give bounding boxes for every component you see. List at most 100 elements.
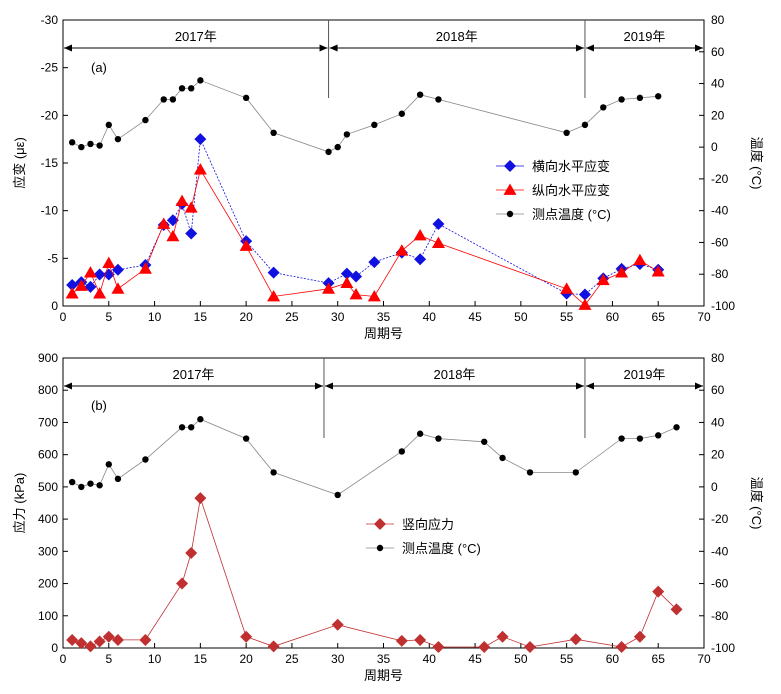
year-band-label: 2018年 bbox=[434, 367, 476, 382]
x-tick-label: 30 bbox=[331, 652, 345, 666]
y-left-tick-label: 900 bbox=[38, 351, 58, 365]
y-right-tick-label: -80 bbox=[711, 609, 729, 623]
year-band-label: 2019年 bbox=[624, 367, 666, 382]
x-tick-label: 10 bbox=[148, 652, 162, 666]
data-point-dot bbox=[398, 448, 406, 455]
year-band-arrow-right bbox=[314, 382, 323, 390]
data-point-dot bbox=[618, 96, 625, 103]
y-left-axis-label: 应力 (kPa) bbox=[12, 473, 27, 534]
year-band-arrow-right bbox=[575, 382, 584, 390]
y-right-tick-label: 60 bbox=[711, 45, 725, 59]
x-tick-label: 50 bbox=[514, 310, 528, 324]
y-right-tick-label: -20 bbox=[711, 512, 729, 526]
y-left-tick-label: 200 bbox=[38, 577, 58, 591]
data-point-diamond bbox=[432, 218, 445, 231]
data-point-triangle bbox=[83, 266, 97, 278]
data-point-diamond bbox=[166, 214, 179, 227]
x-tick-label: 45 bbox=[468, 310, 482, 324]
data-point-dot bbox=[581, 121, 589, 129]
series-1 bbox=[68, 416, 680, 499]
y-left-tick-label: 700 bbox=[38, 415, 58, 429]
data-point-diamond bbox=[111, 263, 124, 276]
data-point-dot bbox=[416, 91, 424, 98]
x-tick-label: 60 bbox=[606, 652, 620, 666]
data-point-triangle bbox=[111, 282, 125, 294]
x-tick-label: 15 bbox=[194, 652, 208, 666]
x-tick-label: 40 bbox=[423, 652, 437, 666]
data-point-dot bbox=[105, 461, 112, 468]
panel-b: 0 5 10 15 20 25 30 35 40 45 50 55 60 65 70010020030040… bbox=[12, 351, 764, 683]
data-point-dot bbox=[334, 491, 341, 499]
year-band-arrow-right bbox=[319, 44, 328, 52]
year-band-arrow-left bbox=[64, 44, 72, 52]
data-point-triangle bbox=[367, 289, 381, 302]
data-point-dot bbox=[96, 142, 103, 149]
x-tick-label: 5 bbox=[105, 310, 112, 324]
y-left-tick-label: -15 bbox=[41, 156, 59, 170]
data-point-diamond bbox=[75, 637, 88, 650]
data-point-triangle bbox=[615, 266, 629, 278]
x-tick-label: 0 bbox=[60, 652, 67, 666]
data-point-triangle bbox=[651, 265, 665, 277]
data-point-dot bbox=[481, 438, 488, 445]
data-point-diamond bbox=[368, 256, 381, 269]
data-point-dot bbox=[105, 121, 112, 129]
data-point-diamond bbox=[194, 492, 207, 505]
data-point-diamond bbox=[185, 227, 198, 240]
series-line bbox=[72, 498, 677, 648]
data-point-dot bbox=[68, 139, 76, 146]
data-point-triangle bbox=[633, 253, 647, 266]
y-left-tick-label: -10 bbox=[41, 204, 59, 218]
data-point-diamond bbox=[267, 640, 280, 653]
data-point-dot bbox=[142, 116, 149, 124]
data-point-diamond bbox=[350, 270, 363, 283]
x-axis-label: 周期号 bbox=[364, 668, 403, 683]
data-point-diamond bbox=[670, 603, 683, 616]
y-right-tick-label: -100 bbox=[711, 641, 735, 655]
data-point-dot bbox=[178, 424, 186, 431]
data-point-dot bbox=[435, 435, 442, 442]
y-left-tick-label: 800 bbox=[38, 383, 58, 397]
data-point-triangle bbox=[175, 194, 189, 207]
year-band-arrow-right bbox=[575, 44, 584, 52]
x-tick-label: 15 bbox=[194, 310, 208, 324]
y-right-tick-label: 60 bbox=[711, 383, 725, 397]
data-point-dot bbox=[376, 544, 384, 552]
y-right-tick-label: -40 bbox=[711, 204, 729, 218]
y-left-tick-label: -5 bbox=[47, 251, 58, 265]
x-tick-label: 55 bbox=[560, 310, 574, 324]
data-point-diamond bbox=[478, 641, 491, 654]
data-point-dot bbox=[526, 469, 534, 476]
data-point-dot bbox=[655, 93, 662, 100]
data-point-dot bbox=[636, 94, 644, 102]
year-band-arrow-right bbox=[695, 382, 703, 390]
data-point-triangle bbox=[560, 282, 574, 294]
data-point-dot bbox=[68, 478, 76, 486]
y-right-tick-label: 80 bbox=[711, 351, 725, 365]
x-tick-label: 25 bbox=[285, 652, 299, 666]
data-point-dot bbox=[178, 85, 186, 92]
data-point-dot bbox=[242, 435, 250, 442]
plot-frame bbox=[62, 357, 705, 649]
data-point-dot bbox=[142, 456, 149, 463]
data-point-triangle bbox=[166, 229, 180, 242]
data-point-diamond bbox=[633, 630, 646, 643]
year-band-arrow-left bbox=[329, 44, 338, 52]
data-point-diamond bbox=[395, 634, 408, 647]
x-tick-label: 10 bbox=[148, 310, 162, 324]
y-right-axis-label: 温度 (°C) bbox=[749, 477, 764, 530]
data-point-diamond bbox=[93, 268, 106, 281]
panel-label: (b) bbox=[91, 398, 107, 413]
data-point-dot bbox=[416, 430, 424, 437]
x-tick-label: 70 bbox=[697, 652, 711, 666]
year-band-label: 2017年 bbox=[173, 367, 215, 382]
data-point-dot bbox=[499, 454, 506, 462]
y-right-tick-label: -100 bbox=[711, 299, 735, 313]
data-point-triangle bbox=[349, 288, 363, 300]
y-left-tick-label: 100 bbox=[38, 609, 58, 623]
x-tick-label: 35 bbox=[377, 310, 391, 324]
data-point-triangle bbox=[431, 236, 445, 248]
legend-entry-label: 纵向水平应变 bbox=[532, 183, 610, 198]
